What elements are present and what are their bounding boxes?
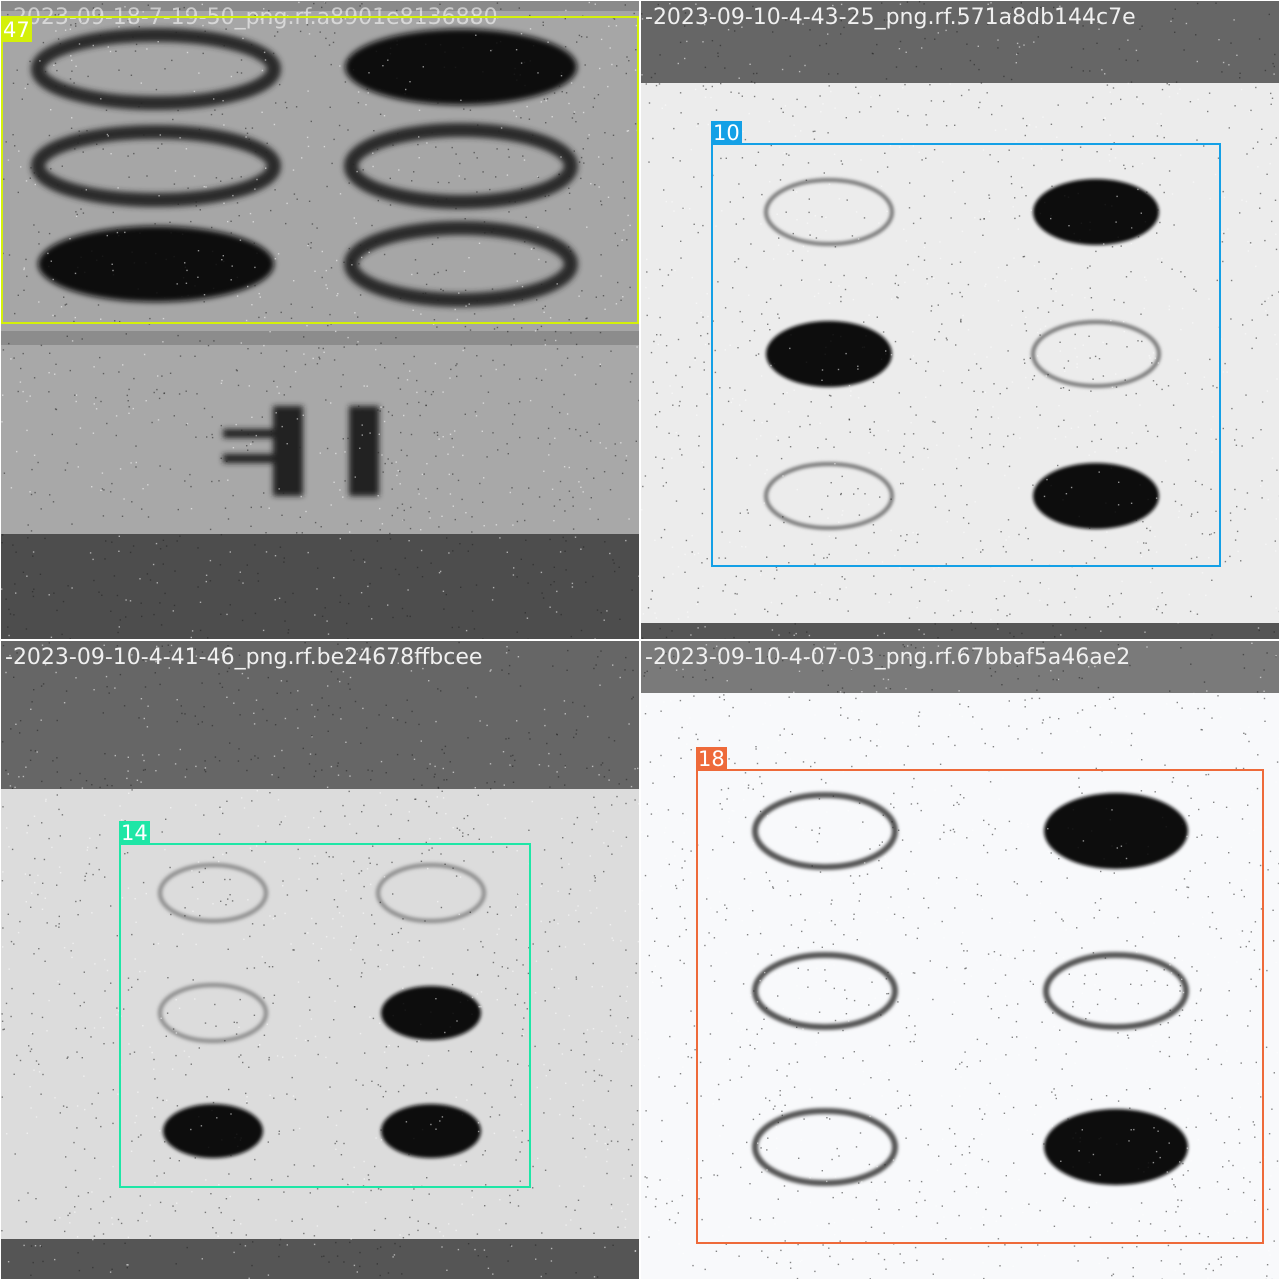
speckle-noise — [641, 641, 1279, 1279]
speckle-noise — [1, 641, 639, 1279]
image-filename-caption: -2023-09-10-4-41-46_png.rf.be24678ffbcee — [5, 645, 483, 670]
xray-scan-image — [1, 1, 639, 639]
xray-scan-image — [641, 641, 1279, 1279]
image-filename-caption: -2023-09-10-4-07-03_png.rf.67bbaf5a46ae2 — [645, 645, 1131, 670]
detection-box — [711, 143, 1221, 567]
speckle-noise — [1, 1, 639, 639]
mosaic-tile: -2023-09-10-4-43-25_png.rf.571a8db144c7e… — [641, 1, 1279, 639]
detection-label: 18 — [696, 747, 727, 771]
mosaic-tile: -2023-09-10-4-41-46_png.rf.be24678ffbcee… — [1, 641, 639, 1279]
detection-label: 47 — [1, 18, 32, 42]
xray-scan-image — [641, 1, 1279, 639]
detection-label: 14 — [119, 821, 150, 845]
image-filename-caption: -2023-09-10-4-43-25_png.rf.571a8db144c7e — [645, 5, 1136, 30]
xray-scan-image — [1, 641, 639, 1279]
detection-box — [1, 16, 639, 324]
mosaic-tile: -2023-09-18-7-19-50_png.rf.a8901e8136880… — [1, 1, 639, 639]
mosaic-tile: -2023-09-10-4-07-03_png.rf.67bbaf5a46ae2… — [641, 641, 1279, 1279]
detection-box — [696, 769, 1264, 1244]
detection-box — [119, 843, 531, 1188]
detection-label: 10 — [711, 121, 742, 145]
